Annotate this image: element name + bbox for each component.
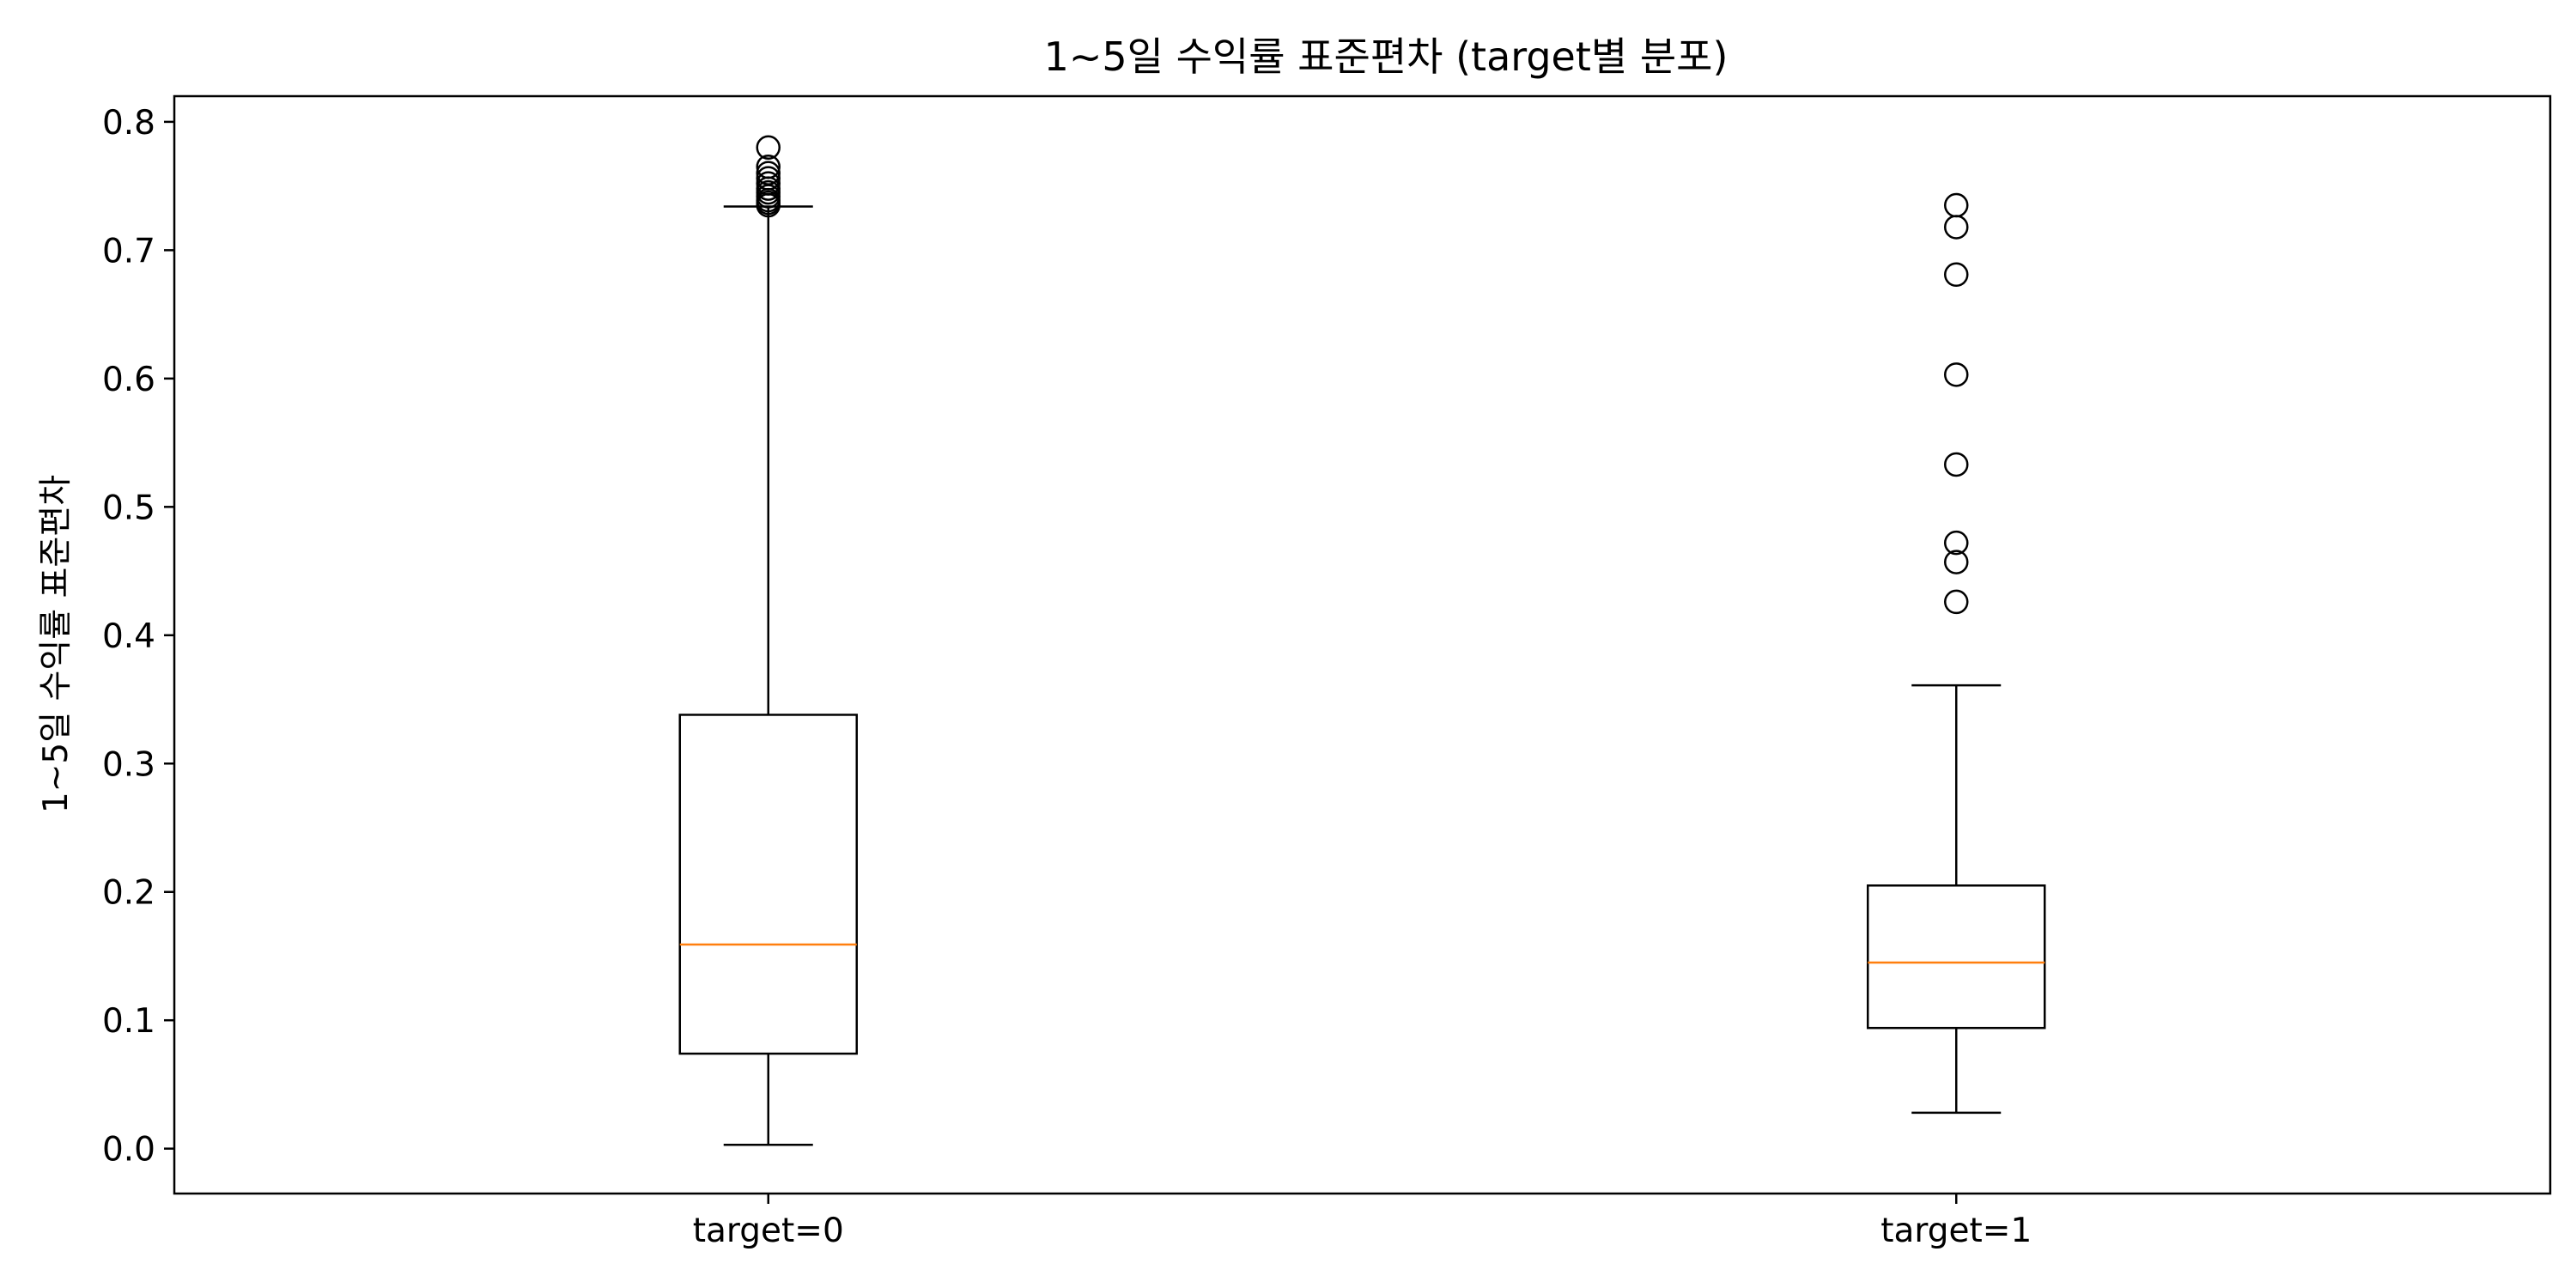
outlier-point	[1944, 192, 1969, 218]
y-axis-label: 1~5일 수익률 표준편차	[37, 475, 76, 813]
chart-title: 1~5일 수익률 표준편차 (target별 분포)	[1044, 33, 1728, 80]
y-tick-label: 0.6	[102, 361, 155, 399]
plot-frame	[173, 94, 2552, 1195]
y-tick-label: 0.3	[102, 745, 155, 784]
y-tick-label: 0.8	[102, 104, 155, 143]
plot-area: 0.0 0.1 0.2 0.3 0.4 0.5 0.6 0.7 0.8 target=0 targe…	[102, 104, 2046, 1250]
outlier-point	[756, 171, 781, 196]
y-tick-label: 0.4	[102, 617, 155, 656]
outlier-point	[756, 166, 781, 191]
outlier-point	[1944, 262, 1969, 288]
outlier-point	[1944, 589, 1969, 615]
iqr-box	[1867, 884, 2046, 1030]
y-tick-label: 0.0	[102, 1131, 155, 1170]
iqr-box	[678, 714, 858, 1055]
outlier-point	[1944, 362, 1969, 387]
y-tick-label: 0.5	[102, 489, 155, 527]
y-tick-label: 0.2	[102, 874, 155, 913]
outlier-point	[756, 154, 781, 179]
x-tick-label: target=0	[693, 1212, 844, 1250]
y-tick-label: 0.7	[102, 232, 155, 270]
outlier-point	[1944, 452, 1969, 477]
x-tick-label: target=1	[1880, 1212, 2032, 1250]
outlier-point	[1944, 550, 1969, 574]
outlier-point	[756, 135, 781, 161]
outlier-point	[1944, 530, 1969, 556]
y-tick-label: 0.1	[102, 1002, 155, 1041]
outlier-point	[756, 161, 781, 185]
